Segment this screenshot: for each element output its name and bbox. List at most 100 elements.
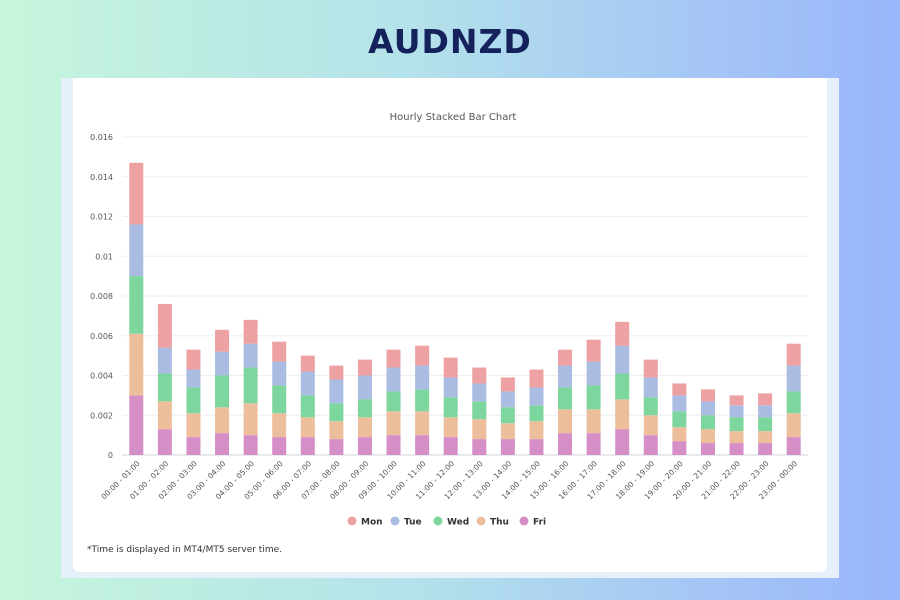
bar-segment-fri[interactable] — [186, 437, 201, 455]
bar-segment-fri[interactable] — [415, 435, 430, 455]
bar-segment-wed[interactable] — [472, 401, 487, 420]
bar-segment-thu[interactable] — [186, 413, 201, 438]
bar-segment-fri[interactable] — [215, 433, 230, 455]
bar-segment-thu[interactable] — [558, 409, 573, 434]
bar-segment-thu[interactable] — [386, 411, 401, 436]
bar-segment-fri[interactable] — [672, 441, 687, 455]
bar-segment-wed[interactable] — [386, 391, 401, 412]
bar-segment-fri[interactable] — [615, 429, 630, 455]
bar-segment-tue[interactable] — [529, 387, 544, 406]
bar-segment-wed[interactable] — [243, 367, 258, 404]
bar-segment-thu[interactable] — [415, 411, 430, 436]
bar-segment-wed[interactable] — [415, 389, 430, 412]
bar-segment-mon[interactable] — [615, 321, 630, 346]
bar-segment-wed[interactable] — [329, 403, 344, 422]
bar-segment-tue[interactable] — [386, 367, 401, 392]
bar-segment-wed[interactable] — [500, 407, 515, 424]
bar-segment-thu[interactable] — [758, 431, 773, 444]
bar-segment-tue[interactable] — [300, 371, 315, 396]
bar-segment-mon[interactable] — [415, 345, 430, 366]
bar-segment-mon[interactable] — [729, 395, 744, 406]
bar-segment-fri[interactable] — [786, 437, 801, 455]
bar-segment-thu[interactable] — [672, 427, 687, 442]
legend-label-thu[interactable]: Thu — [490, 518, 509, 528]
bar-segment-fri[interactable] — [300, 437, 315, 455]
bar-segment-tue[interactable] — [329, 379, 344, 404]
bar-segment-mon[interactable] — [558, 349, 573, 366]
bar-segment-mon[interactable] — [758, 393, 773, 406]
bar-segment-mon[interactable] — [357, 359, 372, 376]
bar-segment-tue[interactable] — [472, 383, 487, 402]
bar-segment-mon[interactable] — [786, 343, 801, 366]
bar-segment-mon[interactable] — [243, 319, 258, 344]
bar-segment-tue[interactable] — [157, 347, 172, 374]
bar-segment-fri[interactable] — [386, 435, 401, 455]
bar-segment-wed[interactable] — [129, 276, 144, 334]
bar-segment-mon[interactable] — [300, 355, 315, 372]
bar-segment-tue[interactable] — [272, 361, 287, 386]
bar-segment-thu[interactable] — [500, 423, 515, 440]
bar-segment-wed[interactable] — [558, 387, 573, 410]
bar-segment-thu[interactable] — [300, 417, 315, 438]
bar-segment-mon[interactable] — [472, 367, 487, 384]
bar-segment-fri[interactable] — [586, 433, 601, 455]
bar-segment-thu[interactable] — [272, 413, 287, 438]
legend-marker-mon[interactable] — [347, 516, 357, 526]
bar-segment-wed[interactable] — [758, 417, 773, 432]
bar-segment-mon[interactable] — [157, 303, 172, 348]
bar-segment-thu[interactable] — [643, 415, 658, 436]
bar-segment-mon[interactable] — [700, 389, 715, 402]
bar-segment-wed[interactable] — [672, 411, 687, 428]
bar-segment-thu[interactable] — [157, 401, 172, 430]
bar-segment-fri[interactable] — [129, 395, 144, 455]
bar-segment-thu[interactable] — [129, 333, 144, 396]
bar-segment-thu[interactable] — [529, 421, 544, 440]
bar-segment-tue[interactable] — [415, 365, 430, 390]
bar-segment-wed[interactable] — [586, 385, 601, 410]
bar-segment-mon[interactable] — [129, 162, 144, 225]
bar-segment-wed[interactable] — [157, 373, 172, 402]
bar-segment-tue[interactable] — [729, 405, 744, 418]
bar-segment-wed[interactable] — [215, 375, 230, 408]
bar-segment-tue[interactable] — [643, 377, 658, 398]
bar-segment-wed[interactable] — [700, 415, 715, 430]
bar-segment-thu[interactable] — [357, 417, 372, 438]
bar-segment-wed[interactable] — [186, 387, 201, 414]
bar-segment-thu[interactable] — [329, 421, 344, 440]
bar-segment-wed[interactable] — [443, 397, 458, 418]
bar-segment-thu[interactable] — [472, 419, 487, 440]
bar-segment-mon[interactable] — [443, 357, 458, 378]
bar-segment-thu[interactable] — [729, 431, 744, 444]
bar-segment-wed[interactable] — [272, 385, 287, 414]
bar-segment-tue[interactable] — [672, 395, 687, 412]
bar-segment-fri[interactable] — [157, 429, 172, 455]
bar-segment-fri[interactable] — [357, 437, 372, 455]
bar-segment-fri[interactable] — [529, 439, 544, 455]
legend-label-wed[interactable]: Wed — [447, 518, 469, 528]
legend-label-fri[interactable]: Fri — [533, 518, 546, 528]
bar-segment-fri[interactable] — [643, 435, 658, 455]
bar-segment-fri[interactable] — [729, 443, 744, 455]
bar-segment-thu[interactable] — [443, 417, 458, 438]
bar-segment-mon[interactable] — [529, 369, 544, 388]
bar-segment-tue[interactable] — [443, 377, 458, 398]
legend-marker-tue[interactable] — [390, 516, 400, 526]
legend[interactable]: Mon Tue Wed Thu Fri — [347, 516, 547, 528]
bar-segment-tue[interactable] — [786, 365, 801, 392]
bar-segment-tue[interactable] — [700, 401, 715, 416]
bar-segment-tue[interactable] — [586, 361, 601, 386]
bar-segment-fri[interactable] — [443, 437, 458, 455]
bar-segment-wed[interactable] — [729, 417, 744, 432]
bar-segment-fri[interactable] — [272, 437, 287, 455]
bar-segment-tue[interactable] — [500, 391, 515, 408]
bar-segment-fri[interactable] — [558, 433, 573, 455]
bar-segment-tue[interactable] — [615, 345, 630, 374]
bar-segment-fri[interactable] — [700, 443, 715, 455]
bar-segment-wed[interactable] — [615, 373, 630, 400]
bar-segment-tue[interactable] — [129, 224, 144, 277]
bar-segment-fri[interactable] — [758, 443, 773, 455]
bar-segment-mon[interactable] — [186, 349, 201, 370]
bar-segment-thu[interactable] — [615, 399, 630, 430]
bar-segment-mon[interactable] — [329, 365, 344, 380]
bar-segment-mon[interactable] — [672, 383, 687, 396]
